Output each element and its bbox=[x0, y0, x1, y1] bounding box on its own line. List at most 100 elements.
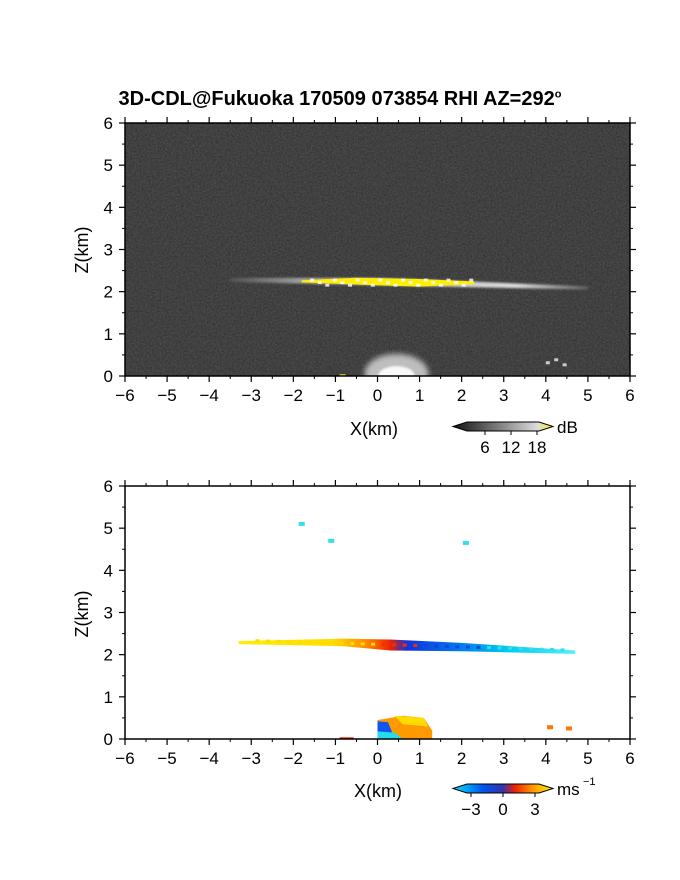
colorbar-unit-exponent: −1 bbox=[583, 776, 596, 788]
y-tick-label: 0 bbox=[104, 730, 113, 749]
velocity-pixel bbox=[287, 640, 292, 644]
backscatter-noise-fine bbox=[125, 123, 630, 376]
x-tick-label: 0 bbox=[373, 749, 382, 768]
velocity-pixel bbox=[497, 646, 502, 650]
velocity-pixel bbox=[465, 645, 470, 649]
x-tick-label: −6 bbox=[115, 749, 134, 768]
backscatter-speckle bbox=[340, 281, 345, 285]
velocity-pixel bbox=[486, 646, 491, 650]
x-tick-label: −3 bbox=[242, 386, 261, 405]
y-tick-label: 3 bbox=[104, 241, 113, 260]
velocity-pixel bbox=[507, 646, 512, 650]
x-tick-label: 2 bbox=[457, 386, 466, 405]
x-tick-label: −6 bbox=[115, 386, 134, 405]
backscatter-speckle bbox=[438, 283, 443, 287]
backscatter-speckle bbox=[416, 283, 421, 287]
velocity-surface-echo-top bbox=[394, 715, 428, 727]
velocity-colorbar: −3 0 3 ms −1 bbox=[451, 776, 596, 819]
velocity-pixel bbox=[402, 643, 407, 647]
backscatter-speckle bbox=[332, 278, 337, 282]
velocity-pixel bbox=[350, 642, 355, 646]
y-tick-label: 4 bbox=[104, 561, 113, 580]
x-tick-label: −4 bbox=[199, 749, 218, 768]
backscatter-speckle bbox=[370, 283, 375, 287]
x-tick-label: 3 bbox=[499, 386, 508, 405]
backscatter-speckle bbox=[408, 281, 413, 285]
backscatter-speckle bbox=[317, 281, 322, 285]
velocity-pixel bbox=[518, 647, 523, 651]
velocity-pixel bbox=[265, 639, 270, 643]
velocity-pixel bbox=[297, 640, 302, 644]
velocity-pixel bbox=[434, 644, 439, 648]
y-axis-title: Z(km) bbox=[72, 227, 92, 274]
velocity-point bbox=[328, 538, 335, 543]
backscatter-speckle bbox=[446, 278, 451, 282]
velocity-point bbox=[547, 725, 554, 730]
colorbar-tick-label: 6 bbox=[480, 438, 489, 457]
surface-echo-dot bbox=[339, 374, 346, 376]
y-tick-label: 5 bbox=[104, 156, 113, 175]
x-tick-label: −5 bbox=[157, 749, 176, 768]
x-tick-label: 4 bbox=[541, 749, 550, 768]
surface-echo-core bbox=[378, 366, 415, 376]
velocity-pixel bbox=[455, 645, 460, 649]
velocity-pixel bbox=[381, 642, 386, 646]
colorbar-tick-label: 0 bbox=[498, 800, 507, 819]
x-tick-label: −1 bbox=[326, 749, 345, 768]
velocity-point bbox=[298, 521, 305, 526]
velocity-point bbox=[462, 540, 469, 545]
velocity-layer bbox=[238, 638, 576, 654]
x-tick-label: −3 bbox=[242, 749, 261, 768]
backscatter-speckle bbox=[355, 278, 360, 282]
x-axis-title: X(km) bbox=[354, 781, 402, 801]
y-tick-label: 0 bbox=[104, 367, 113, 386]
x-tick-label: 0 bbox=[373, 386, 382, 405]
surface-echo bbox=[364, 353, 429, 376]
backscatter-speckle bbox=[385, 281, 390, 285]
backscatter-speckle bbox=[431, 281, 436, 285]
colorbar-tick-label: 18 bbox=[528, 438, 547, 457]
backscatter-speckle bbox=[348, 283, 353, 287]
x-tick-label: 1 bbox=[415, 749, 424, 768]
velocity-pixel bbox=[276, 639, 281, 643]
x-tick-label: 5 bbox=[583, 749, 592, 768]
y-tick-label: 1 bbox=[104, 325, 113, 344]
backscatter-panel: −6 −5 −4 −3 −2 −1 0 1 2 3 4 5 6 0 1 2 3 4 5 6 X(km) Z(km) bbox=[72, 114, 636, 439]
velocity-pixel bbox=[392, 643, 397, 647]
y-tick-label: 4 bbox=[104, 198, 113, 217]
velocity-pixel bbox=[318, 641, 323, 645]
backscatter-colorbar: 6 12 18 dB bbox=[451, 418, 578, 457]
x-tick-label: 6 bbox=[625, 386, 634, 405]
y-tick-label: 6 bbox=[104, 477, 113, 496]
velocity-pixel bbox=[308, 640, 313, 644]
x-axis-title: X(km) bbox=[350, 419, 398, 439]
x-tick-label: −1 bbox=[326, 386, 345, 405]
velocity-panel: −6 −5 −4 −3 −2 −1 0 1 2 3 4 5 6 0 1 2 3 4 5 6 X(km) Z(km) bbox=[72, 477, 636, 801]
velocity-pixel bbox=[413, 643, 418, 647]
backscatter-speckle bbox=[423, 278, 428, 282]
colorbar-unit: dB bbox=[557, 418, 578, 437]
colorbar-tick-label: −3 bbox=[461, 800, 480, 819]
velocity-plot-area bbox=[125, 486, 630, 739]
velocity-pixel bbox=[360, 642, 365, 646]
colorbar-tick-label: 3 bbox=[530, 800, 539, 819]
x-tick-label: 2 bbox=[457, 749, 466, 768]
backscatter-speckle bbox=[325, 283, 330, 287]
backscatter-speckle bbox=[378, 278, 383, 282]
x-tick-label: 4 bbox=[541, 386, 550, 405]
x-tick-label: −2 bbox=[284, 386, 303, 405]
velocity-surface-dot bbox=[339, 737, 354, 739]
colorbar-body bbox=[451, 783, 555, 794]
velocity-point bbox=[565, 726, 572, 731]
velocity-surface-echo-cyan bbox=[377, 731, 403, 739]
backscatter-speckle bbox=[469, 278, 474, 282]
backscatter-speckle bbox=[310, 278, 315, 282]
backscatter-speckle bbox=[401, 278, 406, 282]
y-tick-label: 3 bbox=[104, 604, 113, 623]
backscatter-speckle bbox=[545, 361, 550, 365]
x-tick-label: 3 bbox=[499, 749, 508, 768]
colorbar-unit: ms bbox=[557, 780, 580, 799]
colorbar-body bbox=[451, 421, 555, 432]
velocity-pixel bbox=[255, 639, 260, 643]
x-tick-label: 6 bbox=[625, 749, 634, 768]
